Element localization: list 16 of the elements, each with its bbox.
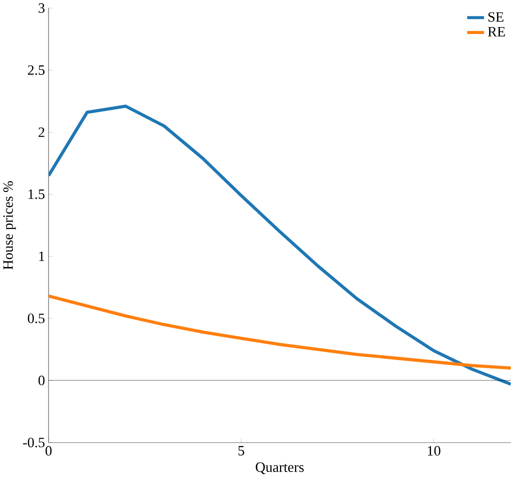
y-tick-label: 2.5 xyxy=(28,65,45,75)
y-tick-label: 3 xyxy=(38,3,45,13)
line-series xyxy=(48,104,511,386)
y-tick-label: 0.5 xyxy=(28,313,45,324)
y-tick-label: 2 xyxy=(38,127,44,137)
y-tick-label: 1.5 xyxy=(28,189,45,199)
x-tick-label: 10 xyxy=(428,446,440,456)
x-tick-label: 0 xyxy=(46,446,52,456)
y-tick-label: 0 xyxy=(38,375,45,386)
x-tick-label: 5 xyxy=(238,446,244,456)
y-axis-title: House prices % xyxy=(3,180,16,270)
y-tick-label: 1 xyxy=(39,251,44,261)
legend-label: RE xyxy=(488,26,505,36)
x-axis-title: Quarters xyxy=(256,462,304,474)
legend-label: SE xyxy=(488,12,504,22)
y-tick-label: -0.5 xyxy=(23,437,45,448)
